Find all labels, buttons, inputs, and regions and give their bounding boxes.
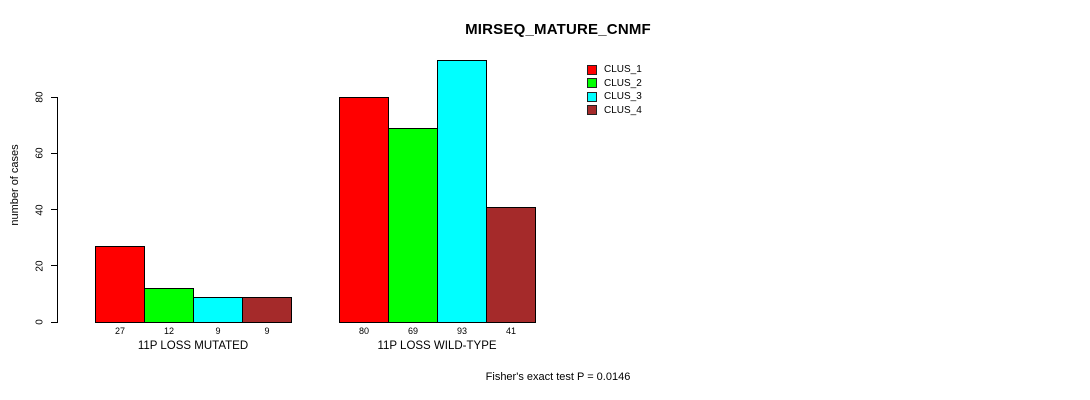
legend-item-clus_4: CLUS_4 xyxy=(587,104,642,118)
bar-clus_3-group1 xyxy=(193,296,243,323)
legend-label: CLUS_1 xyxy=(604,64,642,76)
legend-label: CLUS_2 xyxy=(604,77,642,89)
bar-clus_2-group2 xyxy=(388,127,438,323)
bar-value-label: 93 xyxy=(456,326,467,336)
y-axis-line xyxy=(57,97,58,323)
legend-swatch-clus_1 xyxy=(587,64,597,75)
chart-title: MIRSEQ_MATURE_CNMF xyxy=(465,21,651,38)
y-tick-mark xyxy=(51,321,58,323)
bar-clus_4-group2 xyxy=(486,206,536,323)
y-tick-label: 20 xyxy=(34,260,46,272)
bar-value-label: 27 xyxy=(114,326,125,336)
bar-clus_2-group1 xyxy=(144,288,194,323)
y-tick-label: 80 xyxy=(34,91,46,103)
y-tick-mark xyxy=(51,152,58,154)
bar-clus_1-group2 xyxy=(339,97,389,323)
legend-label: CLUS_3 xyxy=(604,91,642,103)
group-label-2: 11P LOSS WILD-TYPE xyxy=(377,340,497,352)
legend-label: CLUS_4 xyxy=(604,104,642,116)
bar-clus_4-group1 xyxy=(242,296,292,323)
bar-value-label: 80 xyxy=(358,326,369,336)
legend-swatch-clus_2 xyxy=(587,78,597,89)
y-tick-mark xyxy=(51,96,58,98)
y-axis-label: number of cases xyxy=(9,144,21,226)
bar-value-label: 69 xyxy=(407,326,418,336)
legend-swatch-clus_3 xyxy=(587,91,597,102)
y-tick-mark xyxy=(51,209,58,210)
bar-value-label: 41 xyxy=(505,326,516,336)
bar-clus_1-group1 xyxy=(95,246,145,323)
y-tick-label: 0 xyxy=(34,319,46,325)
bar-value-label: 12 xyxy=(163,326,174,336)
y-tick-label: 60 xyxy=(34,147,46,159)
y-tick-mark xyxy=(51,265,58,267)
legend-item-clus_1: CLUS_1 xyxy=(587,63,642,77)
bar-value-label: 9 xyxy=(264,326,270,336)
bar-value-label: 9 xyxy=(215,326,221,336)
group-label-1: 11P LOSS MUTATED xyxy=(137,340,249,352)
annotation-text: Fisher's exact test P = 0.0146 xyxy=(485,371,631,383)
legend-item-clus_3: CLUS_3 xyxy=(587,90,642,104)
bar-clus_3-group2 xyxy=(437,60,487,323)
legend-item-clus_2: CLUS_2 xyxy=(587,77,642,91)
y-tick-label: 40 xyxy=(34,203,46,216)
legend-swatch-clus_4 xyxy=(587,105,597,116)
legend: CLUS_1 CLUS_2 CLUS_3 CLUS_4 xyxy=(587,63,642,117)
